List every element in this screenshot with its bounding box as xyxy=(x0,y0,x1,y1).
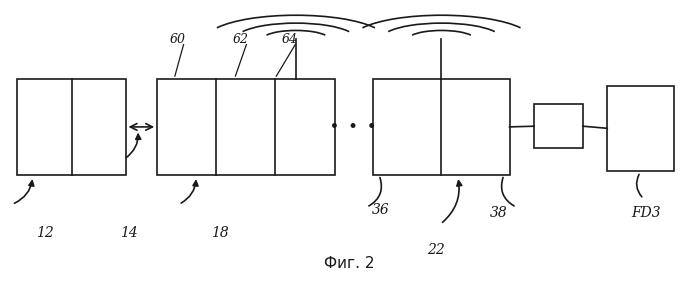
Text: 12: 12 xyxy=(36,226,54,240)
Text: 22: 22 xyxy=(427,243,445,257)
Text: 36: 36 xyxy=(371,203,389,217)
Text: 62: 62 xyxy=(233,33,248,46)
Text: 38: 38 xyxy=(490,206,508,220)
Bar xyxy=(373,79,510,175)
Bar xyxy=(607,86,674,171)
Bar xyxy=(17,79,126,175)
Bar xyxy=(534,104,583,148)
Text: 14: 14 xyxy=(120,226,138,240)
Text: FD3: FD3 xyxy=(631,206,660,220)
Bar xyxy=(157,79,335,175)
Text: Фиг. 2: Фиг. 2 xyxy=(324,256,374,271)
Text: 64: 64 xyxy=(282,33,297,46)
Text: •  •  •: • • • xyxy=(330,120,376,134)
Text: 60: 60 xyxy=(170,33,186,46)
Text: 18: 18 xyxy=(211,226,229,240)
